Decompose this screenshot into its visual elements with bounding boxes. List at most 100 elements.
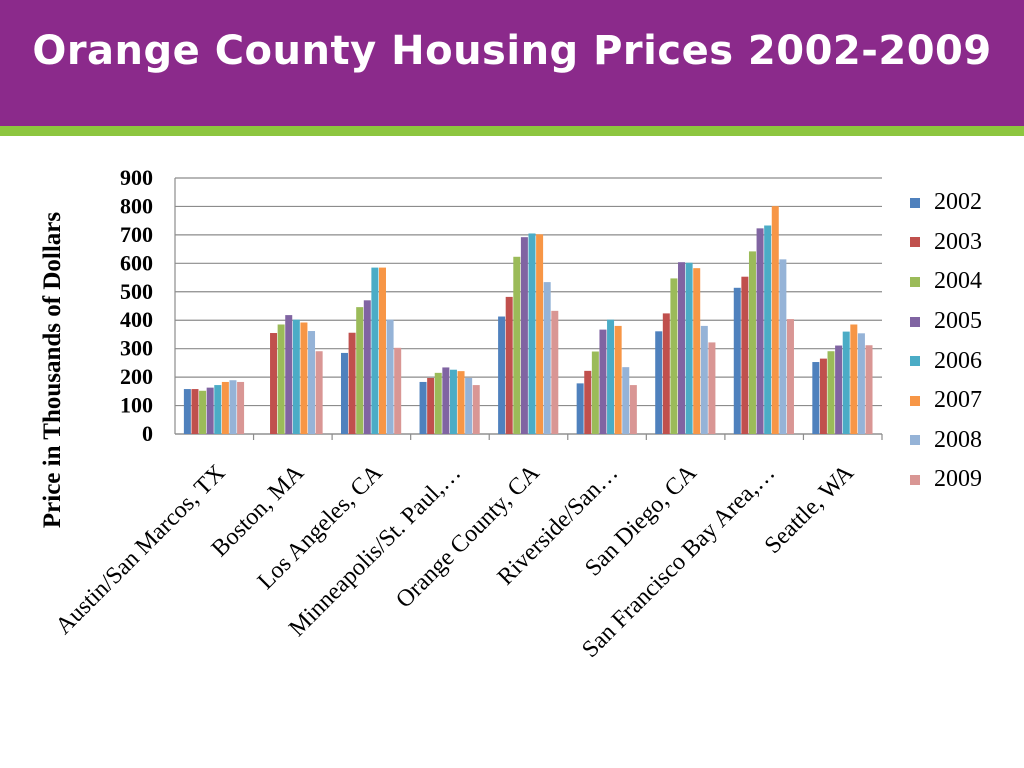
y-tick-label: 400 xyxy=(120,307,153,332)
title-banner xyxy=(0,0,1024,126)
y-tick-label: 900 xyxy=(120,165,153,190)
legend-label: 2003 xyxy=(934,228,982,255)
legend-item: 2007 xyxy=(910,381,982,421)
bar xyxy=(607,319,615,434)
bar xyxy=(371,267,379,434)
bar xyxy=(394,347,402,434)
legend-swatch xyxy=(910,276,920,287)
bar xyxy=(442,367,450,434)
bar xyxy=(237,381,245,434)
legend-item: 2009 xyxy=(910,460,982,500)
bar xyxy=(835,345,843,434)
legend-swatch xyxy=(910,316,920,327)
bar xyxy=(764,225,772,434)
bar xyxy=(292,319,300,434)
bar xyxy=(576,383,584,434)
legend-label: 2008 xyxy=(934,426,982,453)
bar xyxy=(214,385,222,434)
bar xyxy=(733,287,741,434)
bar xyxy=(551,310,559,434)
bar xyxy=(528,233,536,434)
legend-label: 2005 xyxy=(934,308,982,335)
bar xyxy=(865,345,873,434)
x-category-label: Austin/San Marcos, TX xyxy=(51,460,231,640)
bar xyxy=(434,372,442,434)
accent-line xyxy=(0,126,1024,136)
legend-swatch xyxy=(910,197,920,208)
legend-item: 2003 xyxy=(910,223,982,263)
legend-item: 2004 xyxy=(910,262,982,302)
y-tick-label: 300 xyxy=(120,336,153,361)
y-tick-label: 600 xyxy=(120,250,153,275)
x-category-label: Orange County, CA xyxy=(391,459,545,613)
bar xyxy=(308,331,316,434)
y-axis-title: Price in Thousands of Dollars xyxy=(39,212,66,529)
bar xyxy=(670,278,678,434)
bar xyxy=(629,385,637,434)
slide-title: Orange County Housing Prices 2002-2009 xyxy=(32,28,992,74)
bar xyxy=(498,316,506,434)
y-tick-label: 100 xyxy=(120,393,153,418)
bar xyxy=(857,333,865,434)
bar xyxy=(693,268,701,434)
bar xyxy=(622,367,630,434)
bar xyxy=(419,381,427,434)
legend-swatch xyxy=(910,435,920,446)
bar xyxy=(363,300,371,434)
bar xyxy=(449,369,457,434)
bar xyxy=(536,234,544,434)
bar xyxy=(599,329,607,434)
bar xyxy=(591,351,599,434)
bar xyxy=(356,307,364,434)
bar xyxy=(457,371,465,434)
bar xyxy=(191,389,199,434)
bar xyxy=(584,370,592,434)
bar xyxy=(221,381,229,434)
bar xyxy=(748,251,756,434)
y-tick-label: 0 xyxy=(142,421,153,446)
bar xyxy=(315,351,323,434)
bar xyxy=(285,315,293,434)
bar xyxy=(678,262,686,434)
legend-swatch xyxy=(910,237,920,248)
bar xyxy=(340,352,348,434)
bar xyxy=(270,333,278,434)
legend-label: 2002 xyxy=(934,189,982,216)
bar xyxy=(229,380,237,434)
bar xyxy=(842,331,850,434)
bar xyxy=(277,324,285,434)
bar xyxy=(827,351,835,434)
bar xyxy=(183,389,191,434)
bar xyxy=(378,267,386,434)
bar xyxy=(756,228,764,434)
legend-item: 2005 xyxy=(910,302,982,342)
bar xyxy=(614,325,622,434)
legend-label: 2006 xyxy=(934,347,982,374)
bar xyxy=(520,237,528,434)
y-tick-label: 500 xyxy=(120,279,153,304)
bar xyxy=(199,390,207,434)
bar xyxy=(771,206,779,434)
bar xyxy=(685,262,693,434)
chart-legend: 2002 2003 2004 2005 2006 2007 2008 2009 xyxy=(910,183,982,500)
bar xyxy=(465,377,473,434)
bar xyxy=(543,282,551,434)
bar xyxy=(779,259,787,434)
bar xyxy=(708,342,716,434)
bar xyxy=(819,358,827,434)
legend-swatch xyxy=(910,474,920,485)
bar xyxy=(741,276,749,434)
bar xyxy=(786,319,794,434)
bar xyxy=(472,385,480,434)
legend-item: 2006 xyxy=(910,341,982,381)
bar xyxy=(348,332,356,434)
legend-label: 2009 xyxy=(934,466,982,493)
bar xyxy=(300,322,308,434)
bar xyxy=(206,387,214,434)
bar xyxy=(850,324,858,434)
y-tick-label: 200 xyxy=(120,364,153,389)
legend-label: 2004 xyxy=(934,268,982,295)
bar xyxy=(513,256,521,434)
bar xyxy=(700,325,708,434)
